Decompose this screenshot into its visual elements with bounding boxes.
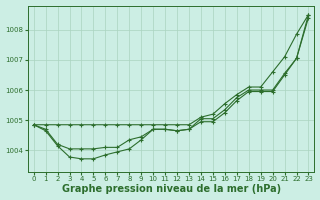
- X-axis label: Graphe pression niveau de la mer (hPa): Graphe pression niveau de la mer (hPa): [61, 184, 281, 194]
